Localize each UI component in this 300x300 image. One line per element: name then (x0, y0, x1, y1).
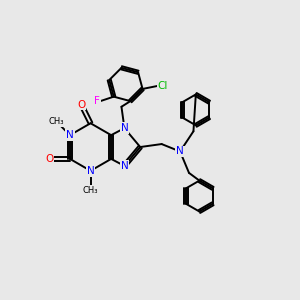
Text: N: N (121, 161, 128, 171)
Text: N: N (66, 130, 74, 140)
Text: F: F (94, 96, 100, 106)
Text: CH₃: CH₃ (83, 186, 98, 195)
Text: N: N (87, 166, 94, 176)
Text: O: O (45, 154, 53, 164)
Text: N: N (121, 123, 128, 133)
Text: Cl: Cl (158, 81, 168, 91)
Text: O: O (77, 100, 86, 110)
Text: N: N (176, 146, 184, 157)
Text: CH₃: CH₃ (49, 117, 64, 126)
